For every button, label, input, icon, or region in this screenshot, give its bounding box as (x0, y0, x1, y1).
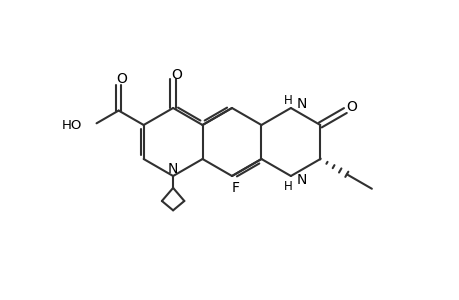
Text: O: O (345, 100, 356, 114)
Text: H: H (283, 179, 291, 193)
Text: H: H (283, 94, 291, 106)
Text: N: N (296, 97, 307, 111)
Text: F: F (231, 181, 240, 195)
Text: O: O (171, 68, 182, 82)
Text: O: O (116, 72, 127, 86)
Text: HO: HO (62, 119, 82, 132)
Text: N: N (296, 173, 307, 187)
Text: N: N (168, 162, 178, 176)
